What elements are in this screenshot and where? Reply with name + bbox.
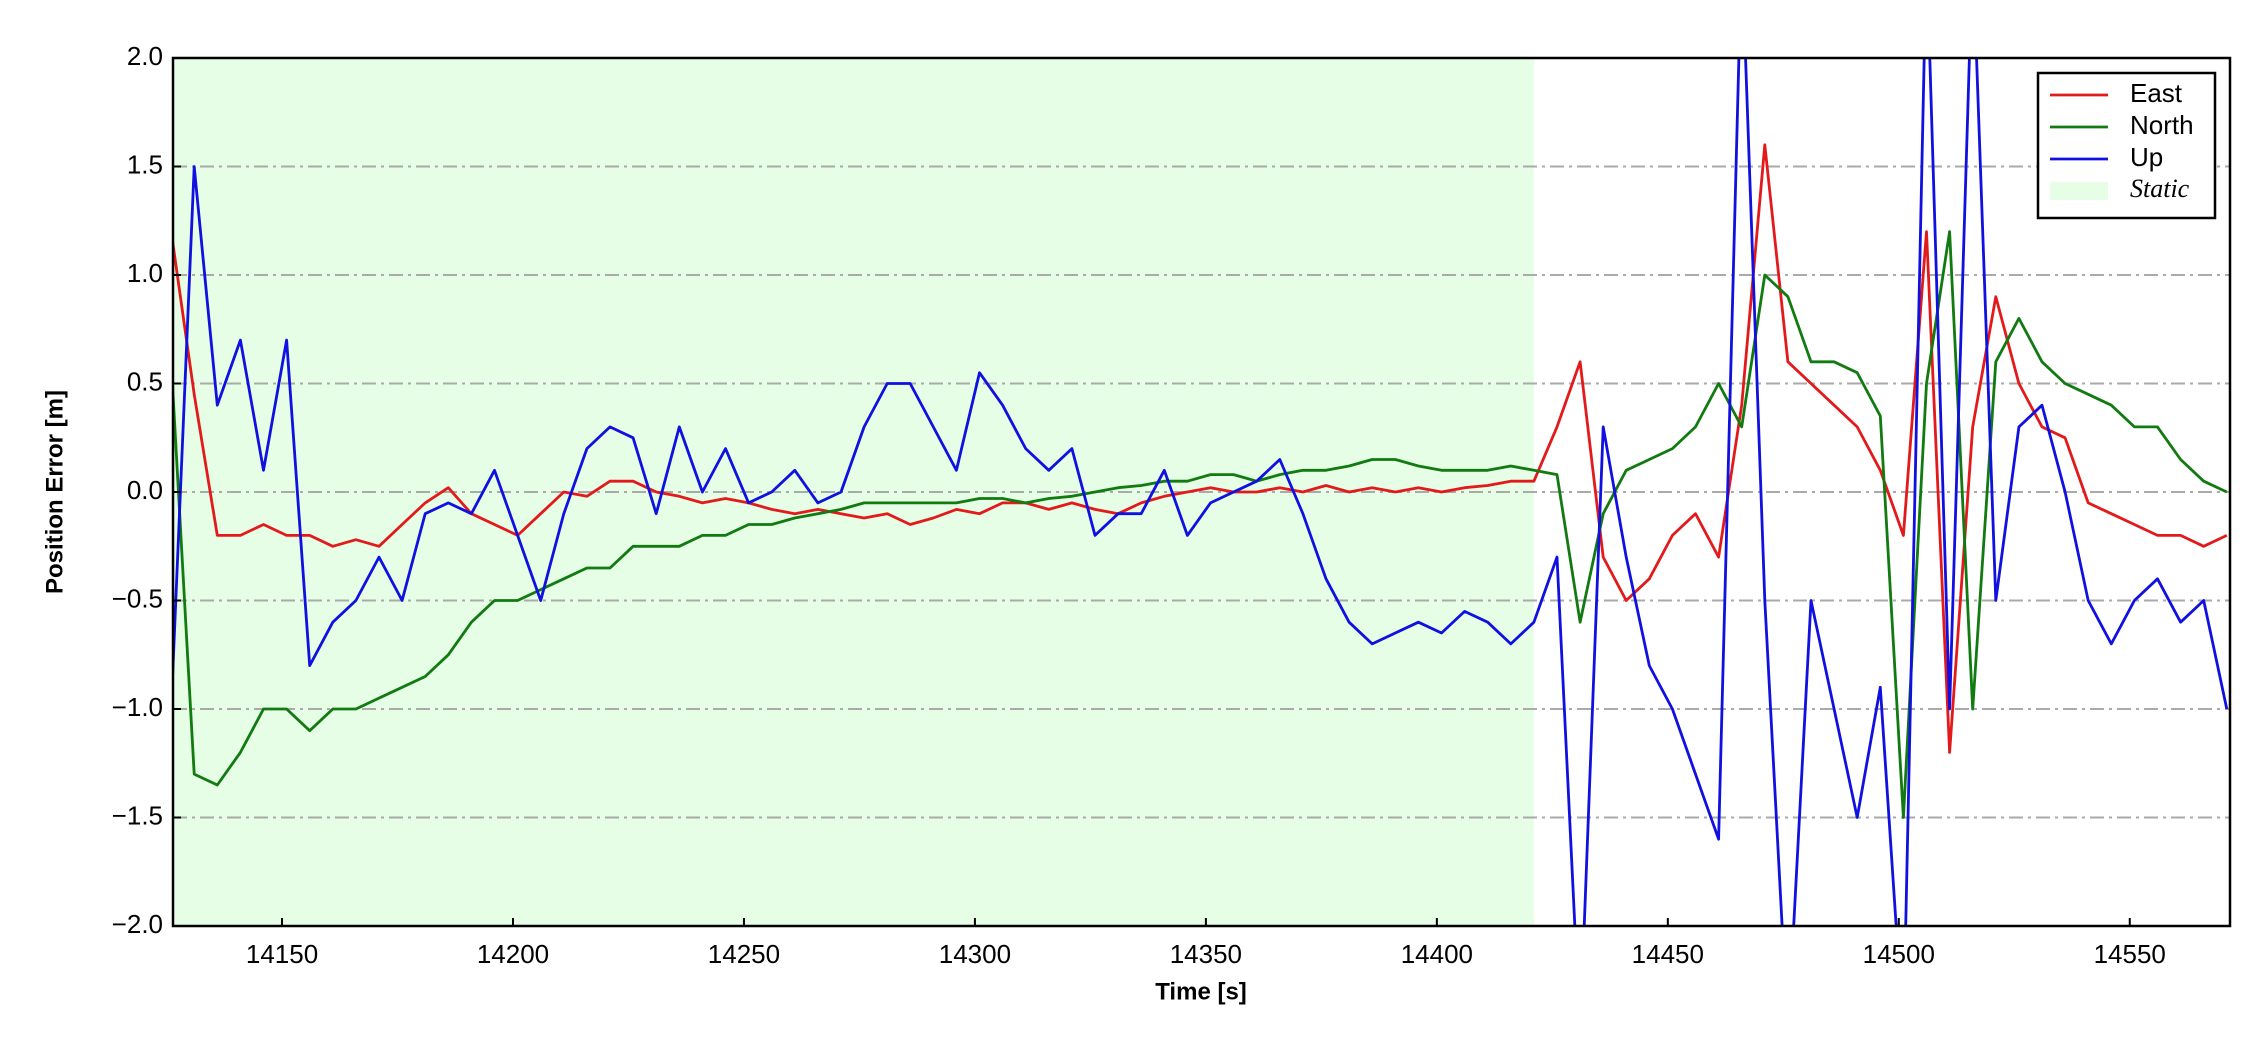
y-tick-label: 2.0	[127, 41, 163, 71]
y-tick-label: −0.5	[112, 583, 163, 613]
data-line	[173, 230, 2228, 819]
plot-area	[173, 58, 2230, 926]
x-tick-label: 14350	[1170, 939, 1242, 969]
y-tick-label: 1.0	[127, 258, 163, 288]
plot-frame	[171, 56, 2232, 928]
legend-label: Static	[2130, 174, 2190, 203]
data-line	[173, 58, 2229, 926]
y-tick-label: 0.0	[127, 475, 163, 505]
x-tick-label: 14300	[939, 939, 1011, 969]
y-tick-label: −2.0	[112, 909, 163, 939]
legend-label: East	[2130, 78, 2183, 108]
y-tick-label: −1.0	[112, 692, 163, 722]
x-tick-label: 14250	[708, 939, 780, 969]
y-tick-label: −1.5	[112, 800, 163, 830]
legend-label: North	[2130, 110, 2194, 140]
x-tick-label: 14500	[1863, 939, 1935, 969]
legend-label: Up	[2130, 142, 2163, 172]
x-tick-label: 14450	[1632, 939, 1704, 969]
x-axis-label: Time [s]	[1155, 978, 1247, 1005]
y-axis-label: Position Error [m]	[41, 390, 68, 594]
y-tick-label: 0.5	[127, 366, 163, 396]
legend-swatch	[2050, 182, 2108, 200]
x-tick-label: 14400	[1401, 939, 1473, 969]
y-tick-label: 1.5	[127, 149, 163, 179]
x-tick-label: 14550	[2094, 939, 2166, 969]
x-tick-label: 14150	[246, 939, 318, 969]
x-tick-label: 14200	[477, 939, 549, 969]
